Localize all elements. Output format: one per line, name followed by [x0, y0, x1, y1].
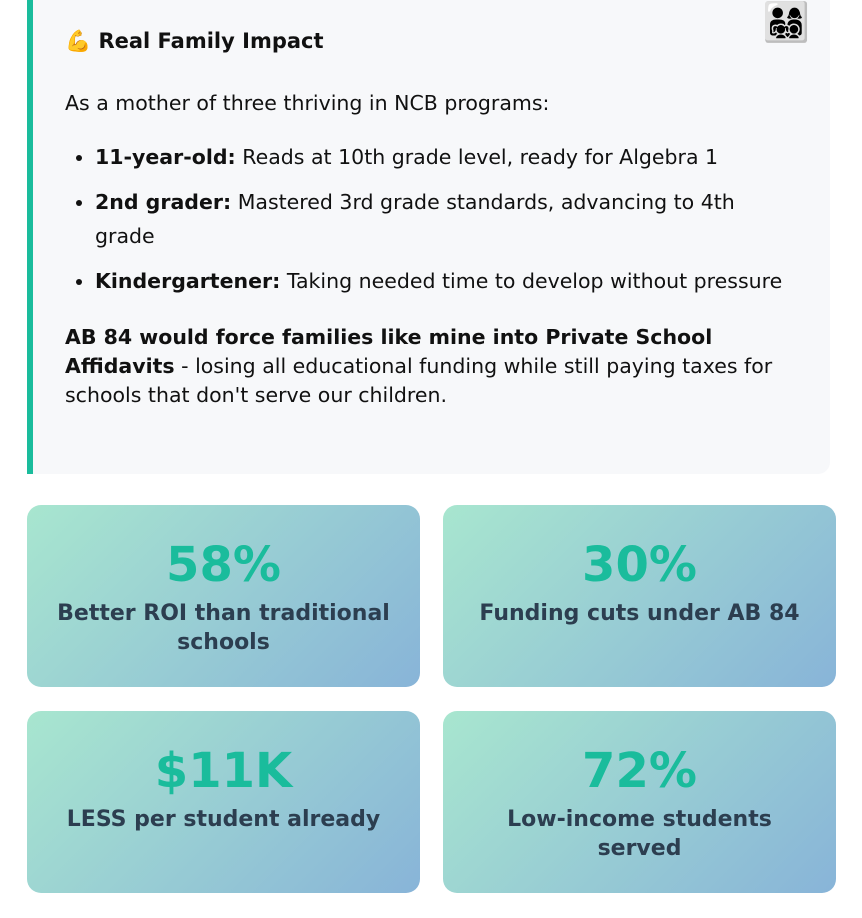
- child-item: Kindergartener: Taking needed time to de…: [95, 264, 800, 298]
- item-label: 11-year-old:: [95, 145, 236, 169]
- closing: AB 84 would force families like mine int…: [65, 323, 800, 410]
- item-text: Mastered 3rd grade standards, advancing …: [95, 190, 735, 248]
- stat-label: LESS per student already: [66, 807, 381, 832]
- item-text: Taking needed time to develop without pr…: [286, 269, 783, 293]
- corner-icon: 👨‍👩‍👧‍👦: [762, 0, 810, 44]
- child-item: 2nd grader: Mastered 3rd grade standards…: [95, 185, 800, 253]
- impact-card: 👨‍👩‍👧‍👦 💪 Real Family Impact As a mother…: [27, 0, 830, 474]
- stat-value: 30%: [582, 537, 697, 593]
- item-label: Kindergartener:: [95, 269, 281, 293]
- closing-text: - losing all educational funding while s…: [65, 354, 773, 407]
- stat-value: 58%: [166, 537, 281, 593]
- stat-label: Better ROI than traditional schools: [57, 601, 390, 655]
- stat-card: 30% Funding cuts under AB 84: [443, 505, 836, 687]
- item-text: Reads at 10th grade level, ready for Alg…: [242, 145, 719, 169]
- stat-card: $11K LESS per student already: [27, 711, 420, 893]
- stat-label: Funding cuts under AB 84: [479, 601, 800, 626]
- child-item: 11-year-old: Reads at 10th grade level, …: [95, 140, 800, 174]
- child-list: 11-year-old: Reads at 10th grade level, …: [65, 140, 800, 298]
- intro: As a mother of three thriving in NCB pro…: [65, 91, 550, 115]
- stat-card: 72% Low-income students served: [443, 711, 836, 893]
- stat-value: $11K: [154, 743, 293, 799]
- item-label: 2nd grader:: [95, 190, 232, 214]
- title-text: Real Family Impact: [98, 29, 324, 53]
- stat-label: Low-income students served: [507, 807, 772, 861]
- closing-bold: AB 84 would force families like mine int…: [65, 325, 713, 378]
- stat-value: 72%: [582, 743, 697, 799]
- stat-card: 58% Better ROI than traditional schools: [27, 505, 420, 687]
- title-icon: 💪: [65, 29, 92, 53]
- card-title: 💪 Real Family Impact: [65, 26, 800, 56]
